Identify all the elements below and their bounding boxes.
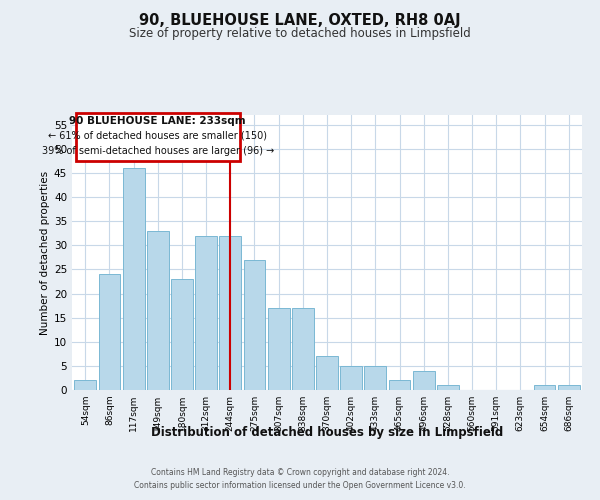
Bar	[316, 356, 338, 390]
Bar	[389, 380, 410, 390]
Text: ← 61% of detached houses are smaller (150): ← 61% of detached houses are smaller (15…	[49, 130, 268, 140]
Text: Contains public sector information licensed under the Open Government Licence v3: Contains public sector information licen…	[134, 480, 466, 490]
Text: 90, BLUEHOUSE LANE, OXTED, RH8 0AJ: 90, BLUEHOUSE LANE, OXTED, RH8 0AJ	[139, 12, 461, 28]
Bar	[195, 236, 217, 390]
Bar	[98, 274, 121, 390]
Text: 90 BLUEHOUSE LANE: 233sqm: 90 BLUEHOUSE LANE: 233sqm	[70, 116, 246, 126]
Bar	[76, 112, 240, 161]
Text: Contains HM Land Registry data © Crown copyright and database right 2024.: Contains HM Land Registry data © Crown c…	[151, 468, 449, 477]
Bar	[437, 385, 459, 390]
Bar	[244, 260, 265, 390]
Bar	[340, 366, 362, 390]
Text: Distribution of detached houses by size in Limpsfield: Distribution of detached houses by size …	[151, 426, 503, 439]
Text: 39% of semi-detached houses are larger (96) →: 39% of semi-detached houses are larger (…	[41, 146, 274, 156]
Bar	[147, 231, 169, 390]
Bar	[171, 279, 193, 390]
Text: Size of property relative to detached houses in Limpsfield: Size of property relative to detached ho…	[129, 28, 471, 40]
Bar	[292, 308, 314, 390]
Bar	[558, 385, 580, 390]
Y-axis label: Number of detached properties: Number of detached properties	[40, 170, 50, 334]
Bar	[413, 370, 434, 390]
Bar	[74, 380, 96, 390]
Bar	[123, 168, 145, 390]
Bar	[268, 308, 290, 390]
Bar	[364, 366, 386, 390]
Bar	[533, 385, 556, 390]
Bar	[220, 236, 241, 390]
